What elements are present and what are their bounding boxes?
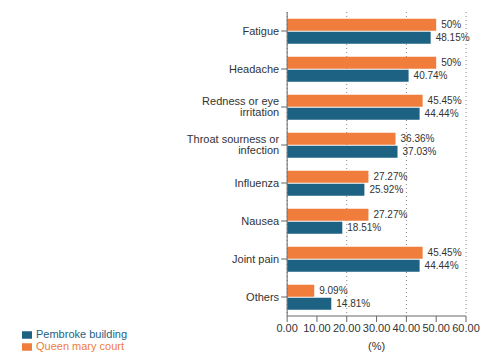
- svg-text:0.00: 0.00: [276, 322, 297, 334]
- svg-text:44.44%: 44.44%: [425, 108, 459, 119]
- svg-text:44.44%: 44.44%: [425, 260, 459, 271]
- svg-text:Influenza: Influenza: [234, 177, 280, 189]
- svg-text:10.00: 10.00: [303, 322, 331, 334]
- svg-text:50%: 50%: [441, 19, 461, 30]
- svg-text:Others: Others: [246, 291, 280, 303]
- svg-text:(%): (%): [368, 340, 385, 352]
- svg-text:20.00: 20.00: [333, 322, 361, 334]
- svg-text:27.27%: 27.27%: [373, 209, 407, 220]
- svg-text:27.27%: 27.27%: [373, 171, 407, 182]
- svg-text:40.74%: 40.74%: [414, 70, 448, 81]
- svg-text:25.92%: 25.92%: [369, 184, 403, 195]
- svg-text:9.09%: 9.09%: [319, 285, 347, 296]
- svg-text:Headache: Headache: [229, 63, 279, 75]
- svg-text:36.36%: 36.36%: [401, 133, 435, 144]
- svg-text:Joint pain: Joint pain: [232, 253, 279, 265]
- svg-text:14.81%: 14.81%: [336, 298, 370, 309]
- svg-text:Redness or eyeirritation: Redness or eyeirritation: [202, 95, 279, 118]
- svg-text:Throat sourness orinfection: Throat sourness orinfection: [187, 133, 280, 156]
- html-text:Queen mary court: Queen mary court: [36, 339, 124, 352]
- svg-text:37.03%: 37.03%: [403, 146, 437, 157]
- svg-text:50%: 50%: [441, 57, 461, 68]
- svg-text:48.15%: 48.15%: [436, 32, 470, 43]
- svg-text:50.00: 50.00: [422, 322, 450, 334]
- svg-text:18.51%: 18.51%: [347, 222, 381, 233]
- svg-text:40.00: 40.00: [393, 322, 421, 334]
- svg-text:45.45%: 45.45%: [428, 247, 462, 258]
- svg-text:60.00: 60.00: [452, 322, 480, 334]
- svg-text:Nausea: Nausea: [241, 215, 280, 227]
- svg-text:45.45%: 45.45%: [428, 95, 462, 106]
- html-text:Pembroke building: Pembroke building: [36, 327, 128, 340]
- svg-text:Fatigue: Fatigue: [242, 25, 279, 37]
- svg-text:30.00: 30.00: [363, 322, 391, 334]
